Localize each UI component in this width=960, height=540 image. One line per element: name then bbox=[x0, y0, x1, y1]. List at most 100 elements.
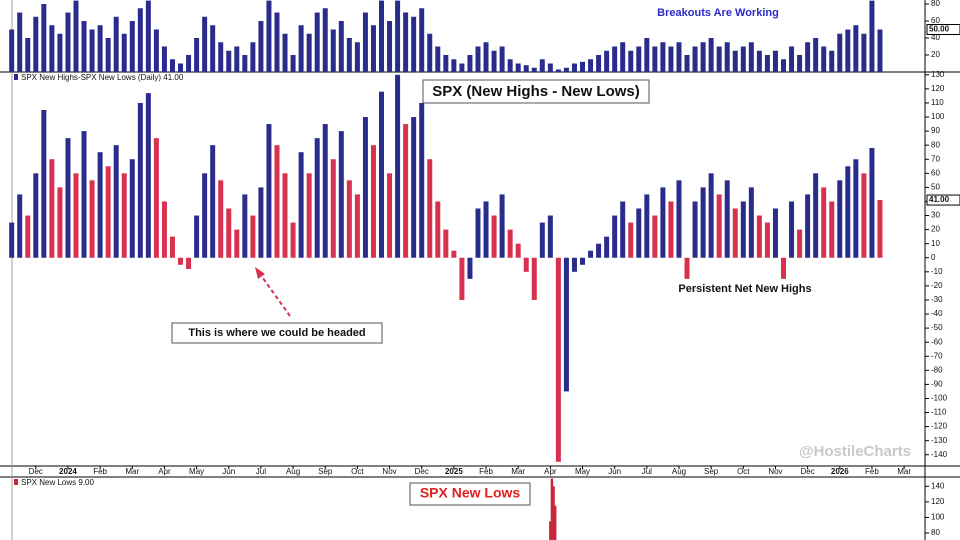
annotation: Persistent Net New Highs bbox=[678, 283, 811, 295]
bar bbox=[620, 201, 626, 258]
bar bbox=[459, 257, 465, 300]
y-tick-label: -80 bbox=[931, 365, 943, 374]
bar bbox=[218, 42, 224, 72]
x-tick-label: Aug bbox=[286, 467, 300, 476]
bar bbox=[676, 180, 682, 258]
bar bbox=[218, 180, 224, 258]
legend-label: SPX New Lows 9.00 bbox=[21, 478, 94, 487]
y-tick-label: 20 bbox=[931, 50, 940, 59]
x-tick-label: Jul bbox=[642, 467, 652, 476]
bar bbox=[499, 46, 505, 72]
bar bbox=[571, 257, 577, 272]
bar bbox=[274, 12, 280, 72]
bar bbox=[403, 12, 409, 72]
bar bbox=[861, 173, 867, 258]
bar bbox=[411, 16, 417, 72]
bar bbox=[756, 50, 762, 72]
bar bbox=[515, 63, 521, 72]
y-tick-label: 60 bbox=[931, 16, 940, 25]
x-tick-label: Sep bbox=[318, 467, 333, 476]
bar bbox=[322, 124, 328, 258]
bar bbox=[845, 166, 851, 258]
bar bbox=[370, 145, 376, 258]
legend-icon bbox=[14, 74, 18, 80]
bar bbox=[33, 173, 39, 258]
bar bbox=[97, 25, 103, 72]
bar bbox=[491, 215, 497, 258]
bar bbox=[764, 54, 770, 72]
bar bbox=[756, 215, 762, 258]
y-tick-label: 80 bbox=[931, 0, 940, 8]
bar bbox=[161, 201, 167, 258]
x-tick-label: Feb bbox=[93, 467, 107, 476]
bar bbox=[266, 0, 272, 73]
bar bbox=[612, 215, 618, 258]
bar bbox=[523, 65, 529, 72]
bar bbox=[282, 173, 288, 258]
y-tick-label: 120 bbox=[931, 84, 945, 93]
bar bbox=[346, 180, 352, 258]
bar bbox=[370, 25, 376, 72]
bar bbox=[708, 37, 714, 72]
bar bbox=[451, 250, 457, 258]
y-tick-label: -10 bbox=[931, 267, 943, 276]
bar bbox=[692, 46, 698, 72]
y-tick-label: 0 bbox=[931, 253, 936, 262]
bar bbox=[65, 12, 71, 72]
bar bbox=[338, 20, 344, 72]
bar bbox=[829, 50, 835, 72]
bar bbox=[789, 46, 795, 72]
x-tick-label: Dec bbox=[29, 467, 43, 476]
x-tick-label: Nov bbox=[768, 467, 782, 476]
bar bbox=[596, 54, 602, 72]
x-tick-label: Oct bbox=[737, 467, 750, 476]
y-tick-label: 80 bbox=[931, 528, 940, 537]
bar bbox=[145, 93, 151, 258]
bar bbox=[748, 187, 754, 258]
bar bbox=[676, 42, 682, 72]
bar bbox=[555, 69, 561, 72]
bar bbox=[89, 29, 95, 73]
bar bbox=[620, 42, 626, 72]
bar bbox=[748, 42, 754, 72]
bar bbox=[250, 42, 256, 72]
bar bbox=[491, 50, 497, 72]
bar bbox=[845, 29, 851, 73]
bar bbox=[242, 194, 248, 258]
bar bbox=[322, 8, 328, 72]
bar bbox=[700, 187, 706, 258]
chart-title: SPX (New Highs - New Lows) bbox=[432, 83, 640, 100]
bar bbox=[33, 16, 39, 72]
bar bbox=[234, 46, 240, 72]
bar bbox=[226, 208, 232, 258]
bar bbox=[644, 37, 650, 72]
bar bbox=[346, 37, 352, 72]
bar bbox=[49, 25, 55, 72]
last-value-box bbox=[926, 194, 960, 206]
bar bbox=[805, 42, 811, 72]
bar bbox=[379, 0, 385, 73]
x-tick-label: 2026 bbox=[831, 467, 849, 476]
x-tick-label: May bbox=[575, 467, 590, 476]
y-tick-label: 90 bbox=[931, 126, 940, 135]
bar bbox=[636, 46, 642, 72]
bar bbox=[547, 215, 553, 258]
bar bbox=[555, 257, 561, 462]
bar bbox=[837, 33, 843, 72]
bar bbox=[25, 215, 31, 258]
bar bbox=[210, 25, 216, 72]
bar bbox=[105, 166, 111, 258]
bar bbox=[483, 42, 489, 72]
bar bbox=[596, 243, 602, 258]
bar bbox=[563, 257, 569, 392]
bar bbox=[194, 37, 200, 72]
x-tick-label: Jun bbox=[608, 467, 621, 476]
bar bbox=[395, 74, 401, 258]
x-tick-label: Sep bbox=[704, 467, 719, 476]
bar bbox=[580, 257, 586, 265]
bar bbox=[290, 54, 296, 72]
bar bbox=[250, 215, 256, 258]
y-tick-label: 70 bbox=[931, 154, 940, 163]
arrow-head bbox=[255, 267, 265, 279]
bar bbox=[652, 46, 658, 72]
